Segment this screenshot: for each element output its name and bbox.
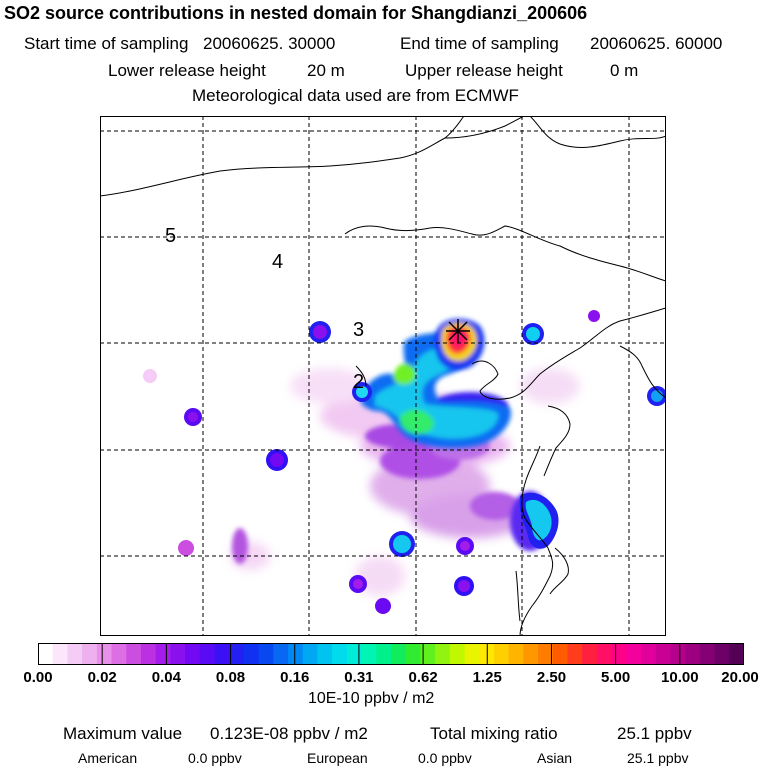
colorbar-swatch <box>449 643 466 665</box>
colorbar-tick-label: 1.25 <box>472 669 502 686</box>
colorbar-swatch <box>361 643 377 665</box>
colorbar-swatch <box>596 643 613 665</box>
colorbar-swatch <box>82 643 98 665</box>
contour-label-2: 2 <box>353 371 364 393</box>
colorbar-swatch <box>199 643 216 665</box>
lower-height-value: 20 m <box>307 61 345 80</box>
colorbar-tick-label: 5.00 <box>601 669 631 686</box>
contour-label-3: 3 <box>353 319 364 341</box>
colorbar-swatch <box>111 643 127 665</box>
total-mixing-value: 25.1 ppbv <box>617 724 692 743</box>
colorbar-swatch <box>185 643 201 665</box>
colorbar-swatch <box>126 643 142 665</box>
colorbar-swatch <box>626 643 642 665</box>
contour-label-4: 4 <box>272 251 283 273</box>
start-time-label: Start time of sampling <box>24 34 189 53</box>
colorbar-swatch <box>52 643 69 665</box>
colorbar-frame <box>38 643 744 665</box>
colorbar-tick-label: 0.00 <box>23 669 53 686</box>
colorbar-swatch <box>391 643 407 665</box>
colorbar-swatch <box>67 643 83 665</box>
colorbar-swatch <box>332 643 348 665</box>
map-frame <box>100 116 666 636</box>
colorbar-swatch <box>243 643 260 665</box>
colorbar-swatch <box>140 643 157 665</box>
colorbar-swatch <box>685 643 701 665</box>
plot-title: SO2 source contributions in nested domai… <box>4 3 588 23</box>
colorbar-swatch <box>405 643 422 665</box>
end-time-value: 20060625. 60000 <box>590 34 723 53</box>
colorbar-swatch <box>258 643 274 665</box>
colorbar-swatch <box>376 643 392 665</box>
colorbar-swatch <box>170 643 186 665</box>
max-value: 0.123E-08 ppbv / m2 <box>210 724 368 743</box>
colorbar-swatch <box>699 643 716 665</box>
upper-height-label: Upper release height <box>405 61 563 80</box>
start-time-value: 20060625. 30000 <box>203 34 336 53</box>
colorbar-swatch <box>523 643 539 665</box>
european-label: European <box>307 750 368 766</box>
colorbar-tick-label: 0.04 <box>151 669 181 686</box>
grid-lines <box>100 116 666 636</box>
asian-value: 25.1 ppbv <box>627 750 689 766</box>
colorbar-swatch <box>714 643 730 665</box>
colorbar-swatch <box>288 643 304 665</box>
max-value-label: Maximum value <box>63 724 183 743</box>
asterisk-icon <box>446 319 470 343</box>
colorbar-swatch <box>96 643 113 665</box>
colorbar-swatch <box>655 643 672 665</box>
colorbar-swatch <box>302 643 319 665</box>
colorbar-swatch <box>493 643 510 665</box>
end-time-label: End time of sampling <box>400 34 559 53</box>
colorbar-tick-label: 20.00 <box>721 669 759 686</box>
colorbar-swatch <box>38 643 54 665</box>
total-mixing-label: Total mixing ratio <box>430 724 558 743</box>
asian-label: Asian <box>537 750 573 766</box>
lower-height-label: Lower release height <box>108 61 266 80</box>
colorbar-tick-label: 10.00 <box>661 669 699 686</box>
colorbar-tick-label: 0.02 <box>87 669 117 686</box>
colorbar-tick-label: 0.08 <box>215 669 246 686</box>
colorbar-tick-label: 0.16 <box>280 669 310 686</box>
american-value: 0.0 ppbv <box>188 750 242 766</box>
colorbar-swatch <box>214 643 230 665</box>
colorbar-swatch <box>464 643 480 665</box>
colorbar-swatch <box>552 643 569 665</box>
colorbar-tick-label: 2.50 <box>536 669 567 686</box>
colorbar-tick-label: 0.62 <box>408 669 438 686</box>
colorbar-swatch <box>611 643 627 665</box>
european-value: 0.0 ppbv <box>418 750 472 766</box>
upper-height-value: 0 m <box>610 61 639 80</box>
colorbar-tick-label: 0.31 <box>344 669 374 686</box>
colorbar-swatch <box>155 643 171 665</box>
colorbar-swatch <box>567 643 583 665</box>
met-data-note: Meteorological data used are from ECMWF <box>192 86 519 105</box>
colorbar-units: 10E-10 ppbv / m2 <box>308 690 435 707</box>
colorbar-swatch <box>420 643 436 665</box>
colorbar-swatch <box>582 643 598 665</box>
colorbar <box>38 643 744 665</box>
colorbar-swatch <box>346 643 363 665</box>
coastlines <box>100 116 666 636</box>
colorbar-swatch <box>538 643 554 665</box>
concentration-field <box>143 310 666 614</box>
colorbar-swatch <box>317 643 333 665</box>
colorbar-swatch <box>729 643 744 665</box>
colorbar-swatch <box>670 643 686 665</box>
colorbar-swatch <box>229 643 245 665</box>
colorbar-swatch <box>641 643 657 665</box>
contour-label-5: 5 <box>165 225 176 247</box>
colorbar-swatch <box>435 643 451 665</box>
map-panel: 5 4 3 2 <box>100 116 666 636</box>
colorbar-swatch <box>508 643 524 665</box>
american-label: American <box>78 750 138 766</box>
colorbar-swatch <box>273 643 289 665</box>
